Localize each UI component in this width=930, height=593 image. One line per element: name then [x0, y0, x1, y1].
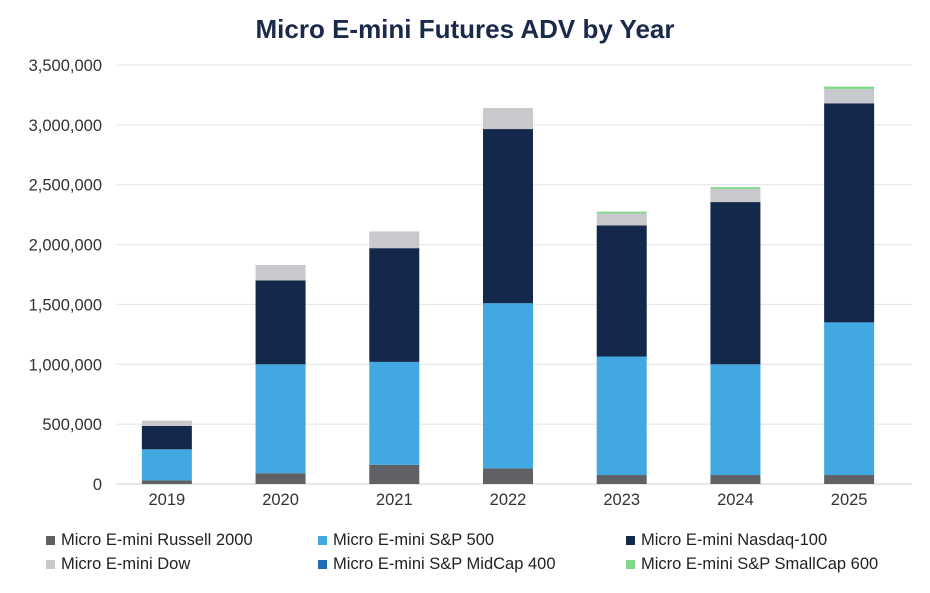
bar-segment: [141, 480, 192, 484]
y-tick-label: 500,000: [42, 416, 102, 434]
legend-item: Micro E-mini Nasdaq-100: [626, 531, 827, 550]
bar-segment: [369, 464, 420, 484]
bar-segment: [255, 473, 306, 484]
legend-label: Micro E-mini Nasdaq-100: [641, 531, 828, 549]
bar-segment: [369, 231, 420, 249]
legend-swatch: [318, 560, 327, 569]
bar-segment: [255, 264, 306, 281]
bar-segment: [141, 449, 192, 481]
bar-segment: [369, 248, 420, 362]
bar-segment: [483, 108, 533, 130]
bar-segment: [710, 364, 761, 476]
legend-swatch: [46, 536, 55, 545]
bar-segment: [596, 356, 647, 476]
bar-segment: [141, 420, 192, 426]
legend-label: Micro E-mini Russell 2000: [61, 531, 253, 549]
x-tick-label: 2024: [717, 491, 754, 509]
legend-item: Micro E-mini S&P MidCap 400: [318, 555, 556, 574]
legend-label: Micro E-mini S&P MidCap 400: [333, 555, 556, 573]
bar-segment: [824, 88, 875, 104]
legend-swatch: [626, 536, 635, 545]
y-axis-labels: 0 500,000 1,000,000 1,500,000 2,000,000 2,500…: [29, 57, 102, 494]
legend-label: Micro E-mini S&P 500: [333, 531, 495, 549]
legend-swatch: [626, 560, 635, 569]
bar-chart: 0 500,000 1,000,000 1,500,000 2,000,000 2,500…: [29, 57, 912, 509]
y-tick-label: 3,500,000: [29, 57, 102, 75]
x-tick-label: 2022: [490, 491, 527, 509]
legend-item: Micro E-mini S&P SmallCap 600: [626, 555, 878, 574]
y-tick-label: 2,500,000: [29, 177, 102, 195]
legend-swatch: [46, 560, 55, 569]
bar-segment: [710, 187, 761, 189]
y-tick-label: 1,500,000: [29, 296, 102, 314]
y-tick-label: 0: [93, 476, 102, 494]
x-tick-label: 2019: [148, 491, 185, 509]
legend-item: Micro E-mini Dow: [46, 555, 190, 574]
x-tick-label: 2020: [262, 491, 299, 509]
bar-segment: [596, 475, 647, 484]
bar-segment: [710, 202, 761, 365]
x-tick-label: 2021: [376, 491, 413, 509]
bar-segment: [596, 213, 647, 226]
legend-item: Micro E-mini Russell 2000: [46, 531, 253, 550]
bar-segment: [710, 475, 761, 484]
bar-segment: [824, 86, 875, 89]
bar-segment: [824, 322, 875, 476]
bar-segment: [483, 129, 533, 304]
y-tick-label: 3,000,000: [29, 117, 102, 135]
bar-segment: [141, 425, 192, 450]
x-tick-label: 2025: [831, 491, 868, 509]
y-tick-label: 2,000,000: [29, 237, 102, 255]
legend-swatch: [318, 536, 327, 545]
chart-title: Micro E-mini Futures ADV by Year: [255, 14, 675, 44]
bar-segment: [710, 188, 761, 203]
bars: [141, 86, 875, 484]
bar-segment: [824, 103, 875, 323]
bar-segment: [369, 361, 420, 465]
legend-label: Micro E-mini Dow: [61, 555, 191, 573]
legend-item: Micro E-mini S&P 500: [318, 531, 494, 550]
x-axis-labels: 2019 2020 2021 2022 2023 2024 2025: [148, 491, 867, 509]
bar-segment: [596, 225, 647, 357]
x-tick-label: 2023: [603, 491, 640, 509]
bar-segment: [255, 280, 306, 365]
bar-segment: [824, 475, 875, 484]
bar-segment: [483, 303, 533, 469]
bar-segment: [483, 468, 533, 484]
legend-label: Micro E-mini S&P SmallCap 600: [641, 555, 879, 573]
bar-segment: [596, 211, 647, 214]
bar-segment: [255, 364, 306, 474]
y-tick-label: 1,000,000: [29, 356, 102, 374]
